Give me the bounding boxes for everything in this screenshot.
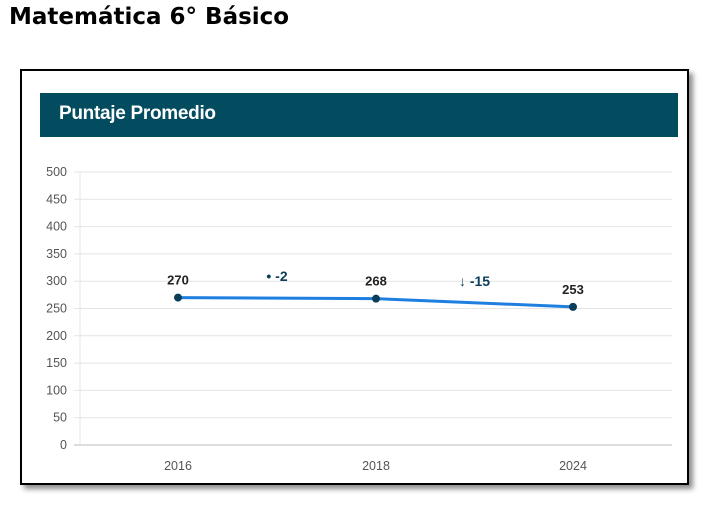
x-tick-label: 2018	[362, 459, 390, 473]
data-label: 270	[167, 273, 189, 288]
y-tick-label: 200	[46, 329, 67, 343]
data-point[interactable]	[174, 293, 182, 302]
data-label: 253	[562, 282, 584, 297]
data-point[interactable]	[372, 294, 380, 303]
card-header: Puntaje Promedio	[40, 93, 678, 137]
y-tick-label: 0	[60, 438, 67, 452]
chart-card: Puntaje Promedio	[20, 69, 689, 485]
y-tick-label: 350	[46, 247, 67, 261]
y-tick-label: 100	[46, 383, 67, 397]
card-title: Puntaje Promedio	[59, 103, 216, 124]
y-tick-label: 500	[46, 165, 67, 179]
change-annotation: ↓ -15	[459, 273, 490, 289]
y-tick-label: 50	[53, 411, 67, 425]
y-tick-label: 400	[46, 220, 67, 234]
x-tick-label: 2016	[164, 459, 192, 473]
data-label: 268	[365, 274, 387, 289]
y-tick-label: 150	[46, 356, 67, 370]
y-tick-label: 450	[46, 192, 67, 206]
change-annotation: • -2	[266, 268, 287, 284]
x-tick-label: 2024	[559, 459, 587, 473]
y-tick-label: 250	[46, 302, 67, 316]
data-point[interactable]	[569, 302, 577, 311]
page-title: Matemática 6° Básico	[9, 4, 290, 30]
y-tick-label: 300	[46, 274, 67, 288]
